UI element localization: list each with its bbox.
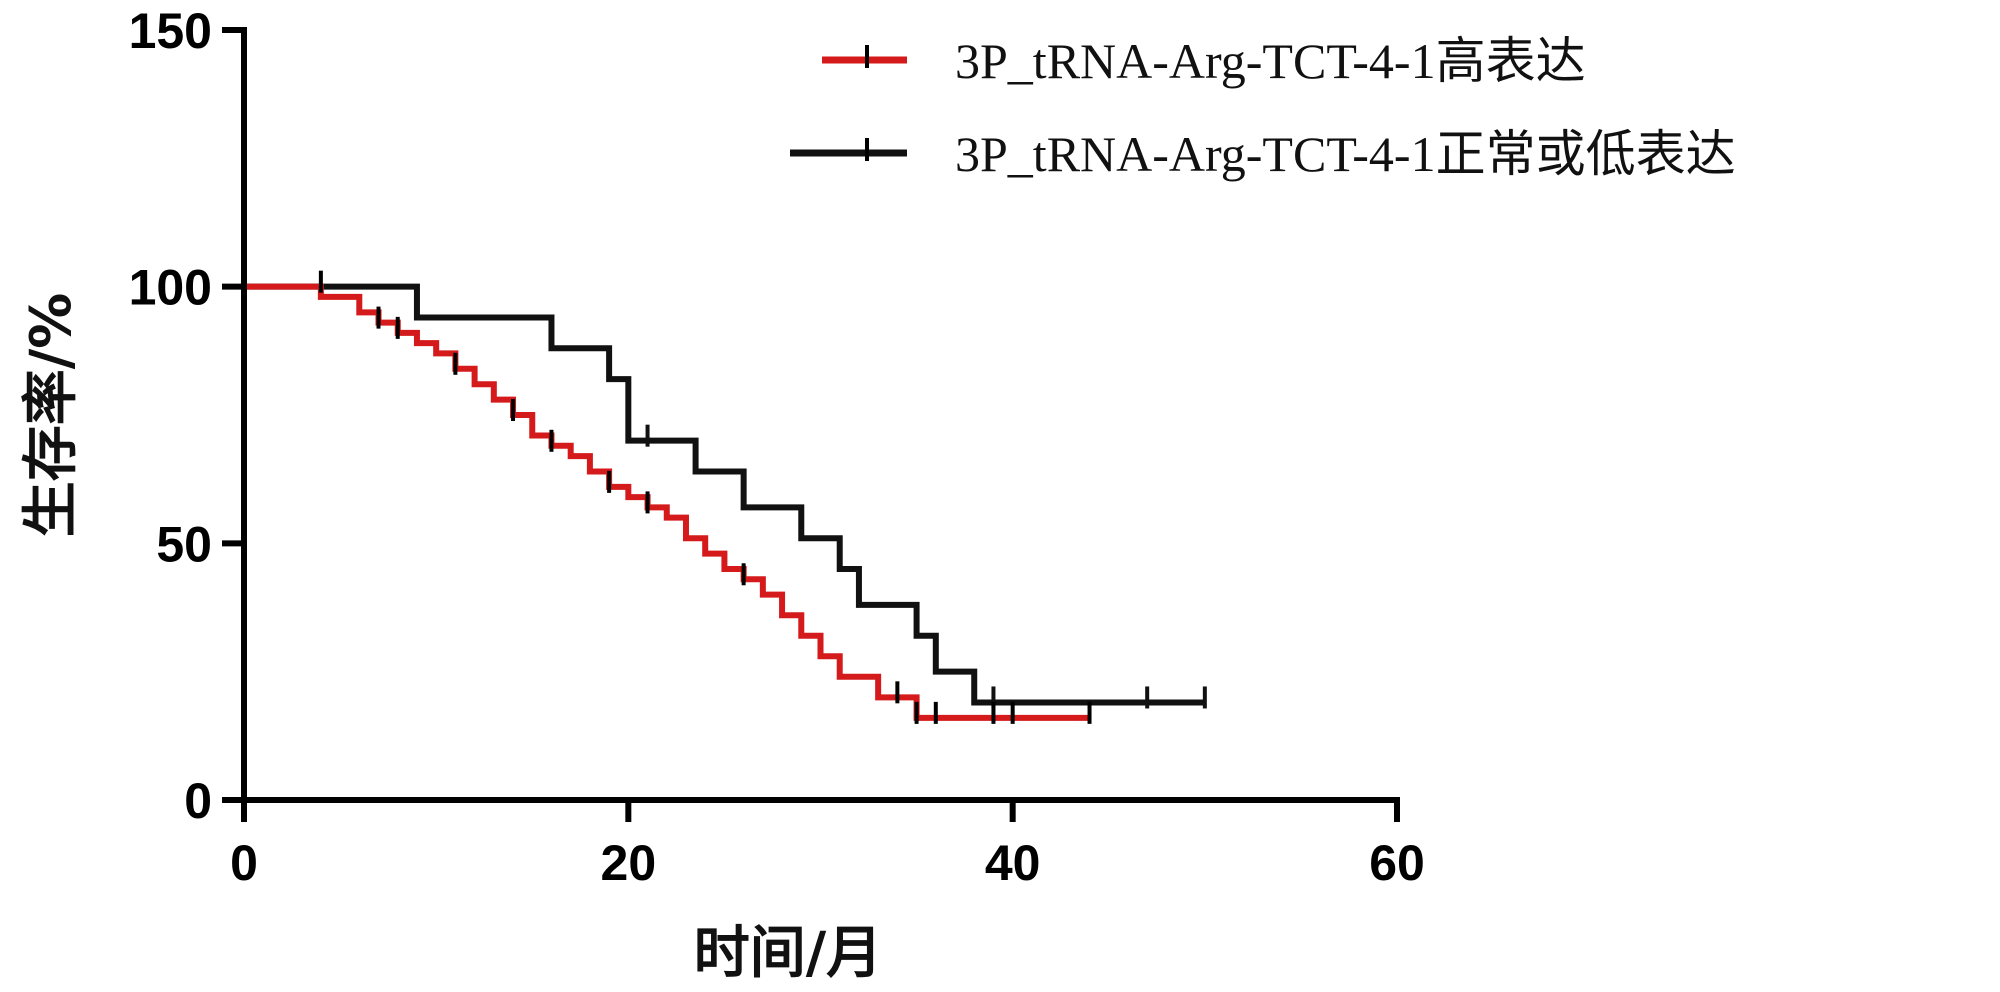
legend-item-normal-low: 3P_tRNA-Arg-TCT-4-1正常或低表达 <box>790 126 1736 182</box>
y-tick-label-2: 100 <box>129 260 212 316</box>
y-tick-label-1: 50 <box>156 516 212 572</box>
y-tick-label-0: 0 <box>184 773 212 829</box>
curve-layer <box>244 270 1207 724</box>
legend-item-high: 3P_tRNA-Arg-TCT-4-1高表达 <box>822 33 1586 89</box>
legend: 3P_tRNA-Arg-TCT-4-1高表达 3P_tRNA-Arg-TCT-4… <box>790 33 1736 182</box>
axes <box>241 27 1400 803</box>
x-tick-label-2: 40 <box>985 835 1041 891</box>
y-tick-label-3: 150 <box>129 3 212 59</box>
x-tick-label-0: 0 <box>230 835 258 891</box>
series-0-curve <box>244 283 1090 721</box>
y-axis-title: 生存率/% <box>19 293 84 538</box>
x-tick-label-3: 60 <box>1369 835 1425 891</box>
legend-label-high: 3P_tRNA-Arg-TCT-4-1高表达 <box>955 33 1586 89</box>
tick-layer: 0 20 40 60 0 50 100 150 <box>129 3 1425 891</box>
x-axis-title: 时间/月 <box>694 921 882 986</box>
x-tick-label-1: 20 <box>601 835 657 891</box>
series-1-curve <box>244 283 1205 706</box>
legend-label-normal-low: 3P_tRNA-Arg-TCT-4-1正常或低表达 <box>955 126 1736 182</box>
